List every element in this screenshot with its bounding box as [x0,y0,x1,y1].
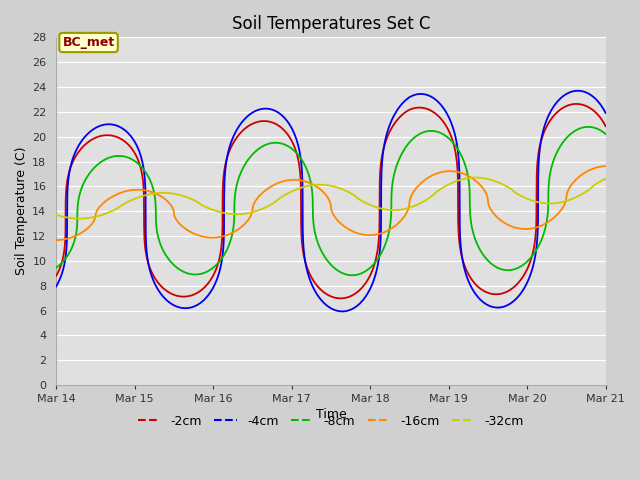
Text: BC_met: BC_met [63,36,115,49]
Title: Soil Temperatures Set C: Soil Temperatures Set C [232,15,430,33]
Legend: -2cm, -4cm, -8cm, -16cm, -32cm: -2cm, -4cm, -8cm, -16cm, -32cm [133,410,529,433]
Y-axis label: Soil Temperature (C): Soil Temperature (C) [15,147,28,276]
X-axis label: Time: Time [316,408,346,421]
